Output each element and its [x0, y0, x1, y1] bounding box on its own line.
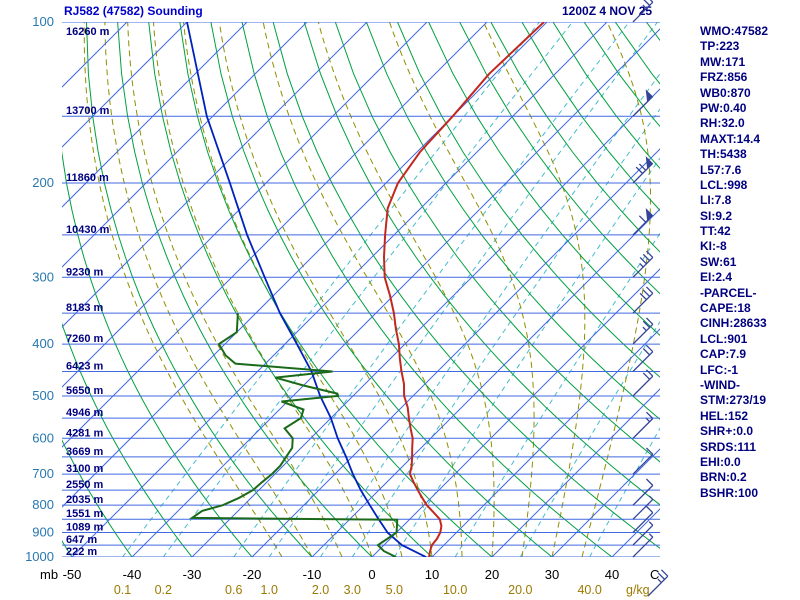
svg-text:-30: -30 — [183, 567, 202, 582]
index-line: -WIND- — [700, 377, 740, 392]
index-line: CINH:28633 — [700, 316, 767, 331]
wind-barbs — [632, 0, 669, 597]
svg-text:16260 m: 16260 m — [66, 26, 110, 38]
svg-text:222 m: 222 m — [66, 546, 97, 558]
svg-text:4281 m: 4281 m — [66, 427, 104, 439]
index-line: LCL:901 — [700, 331, 748, 346]
index-line: SI:9.2 — [700, 208, 733, 223]
svg-text:mb: mb — [40, 567, 58, 582]
index-line: SW:61 — [700, 254, 737, 269]
index-line: TT:42 — [700, 224, 731, 239]
svg-text:10.0: 10.0 — [443, 583, 467, 597]
svg-text:600: 600 — [32, 430, 54, 445]
svg-text:30: 30 — [545, 567, 559, 582]
index-line: LI:7.8 — [700, 193, 732, 208]
index-line: EI:2.4 — [700, 270, 733, 285]
background-grid — [62, 22, 660, 557]
svg-text:10: 10 — [425, 567, 439, 582]
svg-text:g/kg: g/kg — [626, 583, 650, 597]
svg-text:0.1: 0.1 — [114, 583, 131, 597]
svg-text:800: 800 — [32, 497, 54, 512]
svg-text:400: 400 — [32, 336, 54, 351]
svg-text:8183 m: 8183 m — [66, 302, 104, 314]
index-line: LCL:998 — [700, 177, 748, 192]
index-line: FRZ:856 — [700, 70, 748, 85]
svg-text:40: 40 — [605, 567, 619, 582]
svg-text:1551 m: 1551 m — [66, 508, 104, 520]
profile-curves — [186, 22, 545, 557]
svg-text:1089 m: 1089 m — [66, 522, 104, 534]
index-line: TP:223 — [700, 39, 740, 54]
svg-text:-20: -20 — [243, 567, 262, 582]
svg-text:100: 100 — [32, 14, 54, 29]
svg-text:3669 m: 3669 m — [66, 446, 104, 458]
index-line: L57:7.6 — [700, 162, 742, 177]
index-line: MW:171 — [700, 54, 746, 69]
indices-panel: WMO:47582 TP:223 MW:171 FRZ:856 WB0:870 PW:0.… — [700, 24, 768, 501]
svg-text:4946 m: 4946 m — [66, 407, 104, 419]
index-line: -PARCEL- — [700, 285, 757, 300]
svg-text:300: 300 — [32, 269, 54, 284]
index-line: BSHR:100 — [700, 485, 759, 500]
temperature-curve — [382, 22, 545, 557]
index-line: CAPE:18 — [700, 301, 751, 316]
svg-text:2550 m: 2550 m — [66, 479, 104, 491]
svg-text:0.2: 0.2 — [155, 583, 172, 597]
svg-text:11860 m: 11860 m — [66, 172, 109, 184]
svg-text:-10: -10 — [303, 567, 322, 582]
svg-text:700: 700 — [32, 466, 54, 481]
svg-text:-50: -50 — [63, 567, 82, 582]
svg-text:9230 m: 9230 m — [66, 266, 104, 278]
index-line: WMO:47582 — [700, 24, 769, 38]
svg-text:2.0: 2.0 — [312, 583, 329, 597]
index-line: KI:-8 — [700, 239, 727, 254]
index-line: TH:5438 — [700, 147, 747, 162]
dewpoint-curve — [188, 313, 399, 557]
svg-text:40.0: 40.0 — [577, 583, 601, 597]
svg-text:C: C — [650, 567, 659, 582]
index-line: WB0:870 — [700, 85, 751, 100]
index-line: HEL:152 — [700, 408, 749, 423]
svg-text:6423 m: 6423 m — [66, 360, 104, 372]
svg-text:5.0: 5.0 — [386, 583, 403, 597]
svg-text:0: 0 — [368, 567, 375, 582]
svg-text:647 m: 647 m — [66, 534, 97, 546]
svg-text:7260 m: 7260 m — [66, 333, 104, 345]
svg-text:20: 20 — [485, 567, 499, 582]
index-line: SRDS:111 — [700, 439, 757, 454]
index-line: RH:32.0 — [700, 116, 745, 131]
index-line: MAXT:14.4 — [700, 131, 761, 146]
index-line: SHR+:0.0 — [700, 424, 754, 439]
svg-text:1.0: 1.0 — [261, 583, 278, 597]
svg-text:-40: -40 — [123, 567, 142, 582]
svg-text:1000: 1000 — [25, 549, 54, 564]
chart-datetime: 1200Z 4 NOV 25 — [562, 4, 653, 18]
chart-title: RJ582 (47582) Sounding — [64, 4, 203, 18]
svg-text:13700 m: 13700 m — [66, 105, 110, 117]
svg-text:500: 500 — [32, 388, 54, 403]
index-line: STM:273/19 — [700, 393, 767, 408]
index-line: CAP:7.9 — [700, 347, 747, 362]
index-line: PW:0.40 — [700, 100, 747, 115]
svg-text:900: 900 — [32, 525, 54, 540]
svg-text:20.0: 20.0 — [508, 583, 532, 597]
svg-text:10430 m: 10430 m — [66, 224, 110, 236]
svg-text:3100 m: 3100 m — [66, 463, 104, 475]
svg-text:3.0: 3.0 — [344, 583, 361, 597]
svg-text:2035 m: 2035 m — [66, 494, 104, 506]
index-line: LFC:-1 — [700, 362, 738, 377]
svg-text:5650 m: 5650 m — [66, 385, 104, 397]
svg-text:200: 200 — [32, 175, 54, 190]
index-line: EHI:0.0 — [700, 454, 741, 469]
svg-text:0.6: 0.6 — [225, 583, 242, 597]
index-line: BRN:0.2 — [700, 470, 747, 485]
